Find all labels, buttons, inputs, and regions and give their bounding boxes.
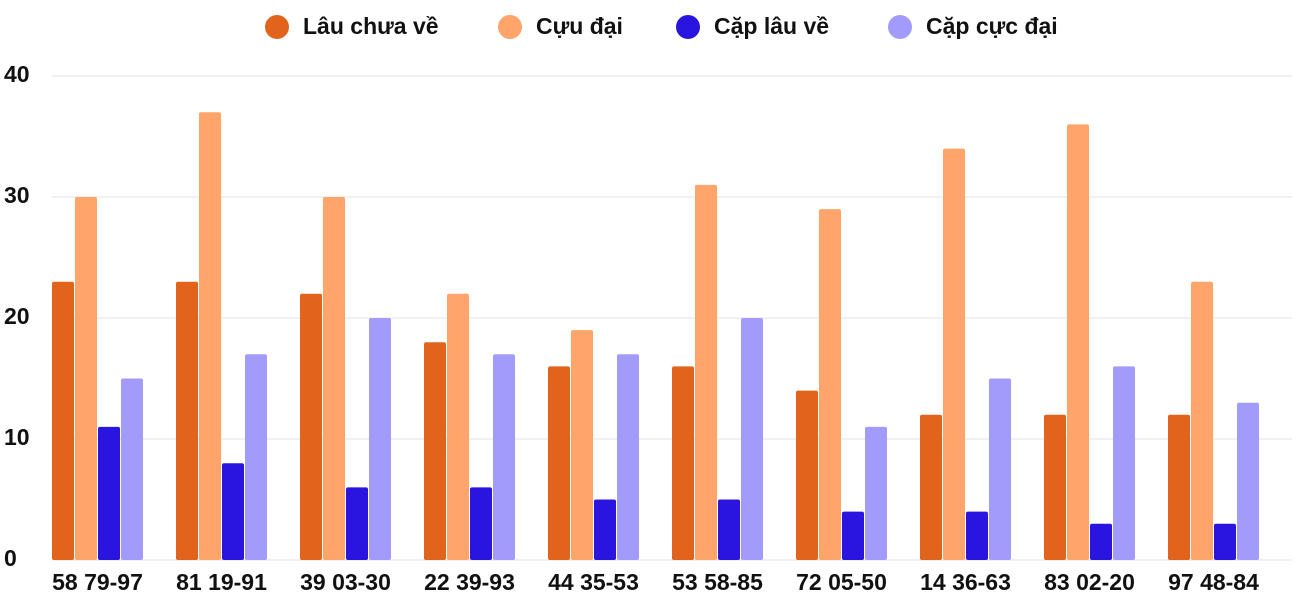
bar [300,293,322,560]
bar [819,209,841,560]
bar [1067,124,1089,561]
y-tick-label: 10 [4,424,30,450]
bar [98,426,120,560]
x-tick-label: 72 05-50 [796,569,887,595]
bar [920,414,942,560]
bar [1113,366,1135,560]
legend-label: Cặp lâu về [714,13,829,39]
bar [594,499,616,560]
bar [1237,402,1259,560]
bar [741,318,763,560]
bar [796,390,818,560]
bar [943,148,965,560]
bar [222,463,244,560]
bar [548,366,570,560]
x-tick-label: 44 35-53 [548,569,639,595]
y-tick-label: 0 [4,545,17,571]
bar [199,112,221,561]
legend-swatch [265,15,289,39]
x-tick-label: 22 39-93 [424,569,515,595]
bar [176,281,198,560]
bar [1168,414,1190,560]
x-tick-label: 53 58-85 [672,569,763,595]
bar [1044,414,1066,560]
legend-label: Cặp cực đại [926,13,1058,39]
y-tick-label: 30 [4,182,30,208]
bar [323,197,345,560]
bar [52,281,74,560]
bar [447,293,469,560]
bar [1090,523,1112,560]
bar [989,378,1011,560]
bar [617,354,639,560]
legend-swatch [498,15,522,39]
bar [1191,281,1213,560]
bar [470,487,492,560]
bar [121,378,143,560]
x-tick-label: 81 19-91 [176,569,267,595]
x-tick-label: 97 48-84 [1168,569,1259,595]
y-tick-label: 40 [4,61,30,87]
bar [1214,523,1236,560]
x-tick-label: 14 36-63 [920,569,1011,595]
bar [842,511,864,560]
legend-label: Lâu chưa về [303,13,439,39]
bar [865,426,887,560]
bar [571,330,593,560]
bar [672,366,694,560]
bar [695,184,717,560]
x-tick-label: 83 02-20 [1044,569,1135,595]
bar [245,354,267,560]
bar [424,342,446,560]
legend-swatch [676,15,700,39]
legend-swatch [888,15,912,39]
legend-label: Cựu đại [536,13,623,39]
bar [493,354,515,560]
bar [369,318,391,560]
bar [75,197,97,560]
y-tick-label: 20 [4,303,30,329]
x-tick-label: 39 03-30 [300,569,391,595]
bar [718,499,740,560]
bar [966,511,988,560]
bar [346,487,368,560]
x-tick-label: 58 79-97 [52,569,143,595]
